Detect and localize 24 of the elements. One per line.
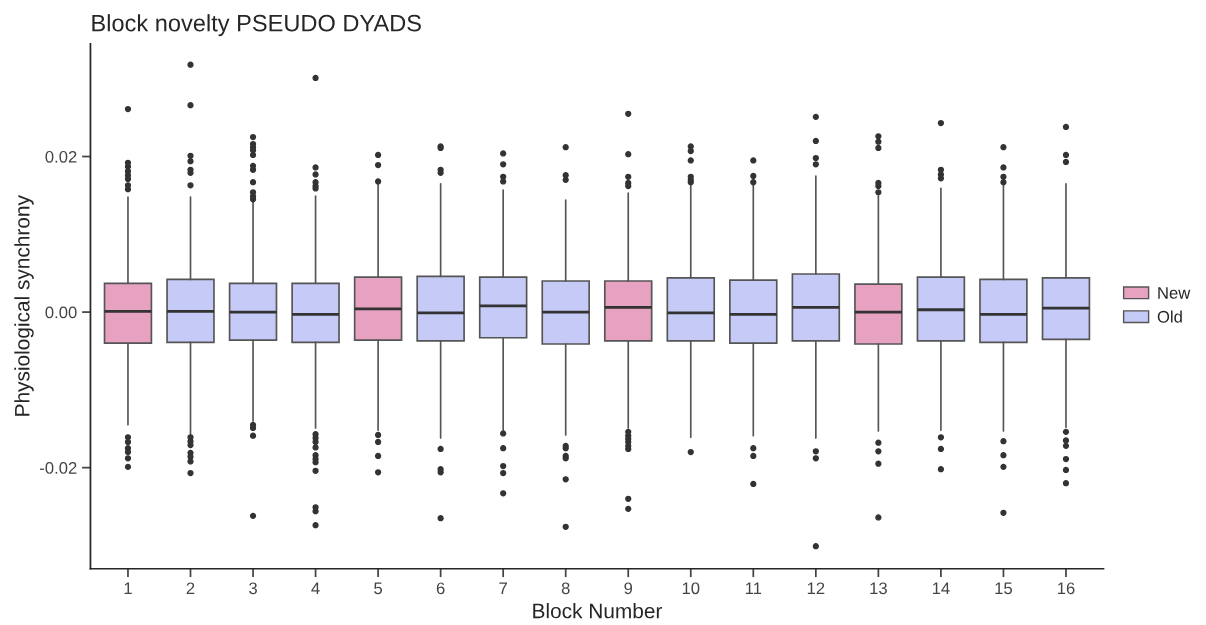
x-tick-label: 3 [249, 582, 257, 595]
x-tick-label: 1 [124, 582, 132, 595]
x-tick-label: 12 [807, 582, 825, 595]
x-tick-label: 5 [374, 582, 383, 595]
x-tick-label: 4 [311, 582, 320, 595]
x-tick-label: 9 [624, 582, 633, 595]
x-tick-label: 15 [995, 582, 1013, 595]
x-tick-label: 10 [682, 582, 700, 595]
x-tick-label: 16 [1057, 582, 1075, 595]
y-tick-label: 0.00 [45, 306, 77, 319]
y-tick-label: -0.02 [40, 462, 77, 474]
x-tick-label: 7 [499, 582, 507, 595]
x-tick-label: 2 [186, 582, 195, 595]
y-axis-title: Physiological synchrony [14, 195, 34, 416]
x-axis-title: Block Number [533, 603, 663, 619]
x-tick-label: 6 [436, 582, 445, 595]
chart-title: Block novelty PSEUDO DYADS [92, 14, 421, 37]
x-tick-label: 13 [870, 582, 887, 595]
y-tick-label: 0.02 [45, 150, 77, 163]
x-tick-label: 14 [932, 582, 950, 595]
x-tick-label: 11 [745, 582, 762, 595]
legend-label: Old [1157, 310, 1182, 323]
legend-label: New [1158, 287, 1191, 299]
x-tick-label: 8 [561, 582, 570, 595]
